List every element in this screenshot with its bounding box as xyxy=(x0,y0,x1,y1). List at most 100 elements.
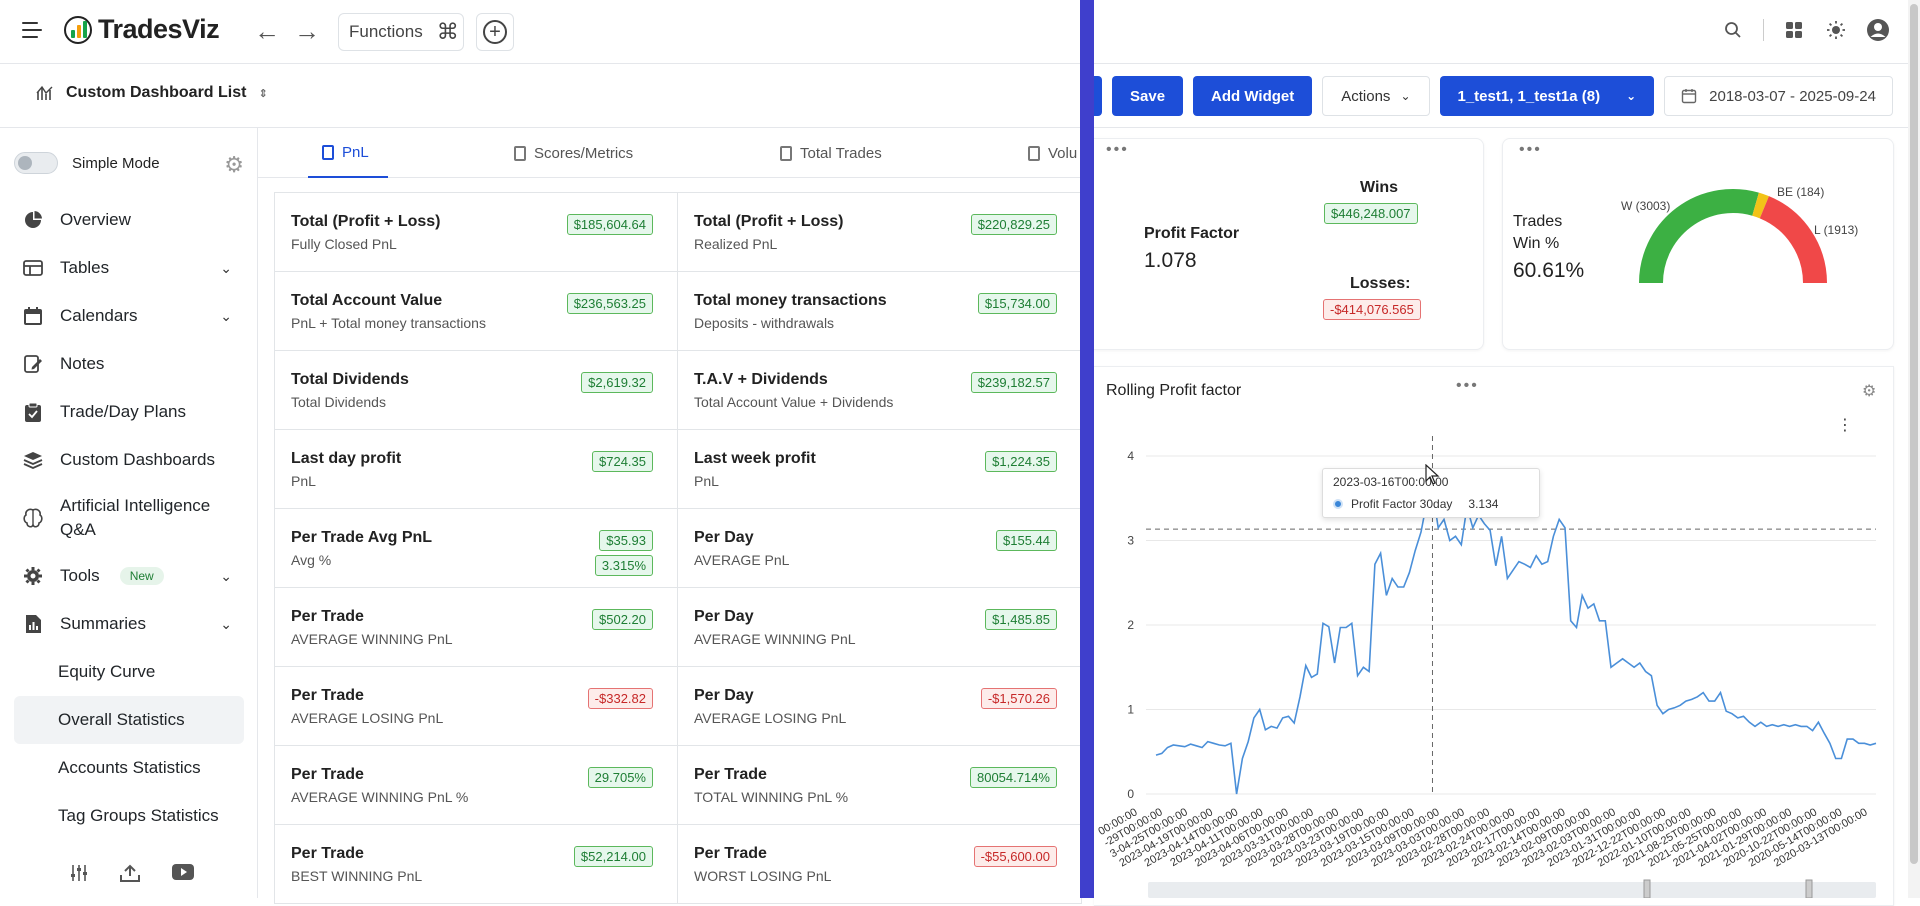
add-button[interactable]: + xyxy=(476,13,514,51)
stat-card: Per Trade AVERAGE LOSING PnL -$332.82 xyxy=(274,667,678,745)
sidebar-subitem-tag-groups-statistics[interactable]: Tag Groups Statistics xyxy=(58,806,219,825)
report-icon xyxy=(22,613,44,635)
widget-menu-icon[interactable]: ••• xyxy=(1456,377,1479,394)
stat-subtitle: PnL + Total money transactions xyxy=(291,315,486,331)
sidebar-item-notes[interactable]: Notes xyxy=(0,340,258,388)
apps-grid-icon[interactable] xyxy=(1782,18,1806,42)
sidebar-subitem-equity-curve[interactable]: Equity Curve xyxy=(58,662,156,681)
layers-icon xyxy=(22,449,44,471)
stat-title: Total Account Value xyxy=(291,292,443,309)
top-bar: TradesViz ← → Functions ⌘ + xyxy=(0,0,1920,64)
stat-title: Per Day xyxy=(694,687,754,704)
hamburger-menu-icon[interactable] xyxy=(22,22,42,40)
forward-arrow-icon[interactable]: → xyxy=(294,16,320,46)
stat-card: Total (Profit + Loss) Realized PnL $220,82… xyxy=(678,193,1082,271)
split-divider[interactable] xyxy=(1080,0,1094,898)
tooltip-date: 2023-03-16T00:00:00 xyxy=(1333,475,1449,489)
sidebar-item-trade-day-plans[interactable]: Trade/Day Plans xyxy=(0,388,258,436)
stats-grid: Total (Profit + Loss) Fully Closed PnL $18… xyxy=(274,192,1082,904)
stat-subtitle: AVERAGE WINNING PnL xyxy=(291,631,453,647)
sort-caret-icon: ⇕ xyxy=(258,87,268,100)
gear-icon[interactable]: ⚙ xyxy=(224,152,244,177)
gear-icon[interactable]: ⚙ xyxy=(1862,383,1877,400)
stat-subtitle: Fully Closed PnL xyxy=(291,236,397,252)
user-avatar-icon[interactable] xyxy=(1866,18,1890,42)
save-button[interactable]: Save xyxy=(1112,76,1184,116)
stat-subtitle: BEST WINNING PnL xyxy=(291,868,423,884)
actions-label: Actions xyxy=(1341,87,1391,105)
dashboard-title: Custom Dashboard List xyxy=(66,84,247,101)
account-select[interactable]: 1_test1, 1_test1a (8) ⌄ xyxy=(1439,76,1655,116)
account-select-label: 1_test1, 1_test1a (8) xyxy=(1457,87,1601,105)
profit-factor-widget: ••• Profit Factor 1.078 Wins $446,248.00… xyxy=(1094,138,1484,350)
stat-title: Per Trade xyxy=(291,845,364,862)
y-tick-label: 3 xyxy=(1127,534,1134,548)
stat-subtitle: PnL xyxy=(694,473,719,489)
simple-mode-label: Simple Mode xyxy=(72,154,160,172)
stat-card: Per Trade TOTAL WINNING PnL % 80054.714% xyxy=(678,746,1082,824)
chevron-down-icon: ⌄ xyxy=(220,615,232,632)
sidebar-item-ai-qa[interactable]: Artificial Intelligence Q&A xyxy=(0,484,258,552)
stat-value-badge: $1,485.85 xyxy=(985,609,1057,630)
stat-value-badge: $1,224.35 xyxy=(985,451,1057,472)
chart-menu-icon[interactable]: ⋮ xyxy=(1837,417,1853,434)
stat-title: Per Trade xyxy=(291,766,364,783)
stat-card: Total money transactions Deposits - withd… xyxy=(678,272,1082,350)
functions-button[interactable]: Functions ⌘ xyxy=(338,13,464,51)
stat-title: T.A.V + Dividends xyxy=(694,371,828,388)
sidebar-item-tools[interactable]: Tools New ⌄ xyxy=(0,552,258,600)
dashboard-selector[interactable]: Custom Dashboard List ⇕ xyxy=(36,84,268,102)
stat-value-badge: -$55,600.00 xyxy=(973,846,1057,867)
functions-label: Functions xyxy=(349,22,423,41)
gauge-loss-label: L (1913) xyxy=(1814,223,1859,237)
theme-sun-icon[interactable] xyxy=(1824,18,1848,42)
win-loss-gauge xyxy=(1639,189,1827,284)
tab-volume[interactable]: Volu xyxy=(1028,128,1077,178)
app-logo[interactable]: TradesViz xyxy=(64,14,220,45)
document-icon xyxy=(514,145,526,161)
stat-title: Total money transactions xyxy=(694,292,887,309)
search-icon[interactable] xyxy=(1721,18,1745,42)
new-badge: New xyxy=(119,567,164,585)
stat-title: Per Trade Avg PnL xyxy=(291,529,433,546)
stat-value-badge: $185,604.64 xyxy=(566,214,653,235)
back-arrow-icon[interactable]: ← xyxy=(254,16,280,46)
y-tick-label: 0 xyxy=(1127,787,1134,801)
notes-icon xyxy=(22,353,44,375)
sidebar-item-custom-dashboards[interactable]: Custom Dashboards xyxy=(0,436,258,484)
sidebar-item-overview[interactable]: Overview xyxy=(0,196,258,244)
sidebar-item-summaries[interactable]: Summaries ⌄ xyxy=(0,600,258,648)
sidebar-item-tables[interactable]: Tables ⌄ xyxy=(0,244,258,292)
sliders-icon[interactable] xyxy=(70,864,88,887)
stat-title: Last day profit xyxy=(291,450,402,467)
stat-subtitle: TOTAL WINNING PnL % xyxy=(694,789,849,805)
widget-menu-icon[interactable]: ••• xyxy=(1519,141,1542,158)
stat-value-badge: 80054.714% xyxy=(969,767,1057,788)
stat-title: Per Day xyxy=(694,608,754,625)
sidebar-item-calendars[interactable]: Calendars ⌄ xyxy=(0,292,258,340)
scrollbar-thumb[interactable] xyxy=(1910,4,1918,864)
tab-pnl[interactable]: PnL xyxy=(308,128,388,178)
stat-subtitle: PnL xyxy=(291,473,316,489)
tab-total-trades[interactable]: Total Trades xyxy=(780,128,882,178)
sidebar-item-label: Artificial Intelligence Q&A xyxy=(60,496,211,539)
youtube-icon[interactable] xyxy=(172,864,194,887)
page-scrollbar[interactable] xyxy=(1908,0,1920,898)
simple-mode-toggle[interactable] xyxy=(14,152,58,174)
sidebar-subitem-accounts-statistics[interactable]: Accounts Statistics xyxy=(58,758,201,777)
sidebar-item-label: Tools xyxy=(60,566,100,585)
upload-icon[interactable] xyxy=(120,864,140,887)
stat-row: Per Trade AVERAGE LOSING PnL -$332.82 Per D… xyxy=(274,666,1082,745)
sidebar-item-label: Tables xyxy=(60,258,110,277)
add-widget-button[interactable]: Add Widget xyxy=(1193,76,1313,116)
date-range-picker[interactable]: 2018-03-07 - 2025-09-24 xyxy=(1664,76,1893,116)
trades-label: Trades xyxy=(1513,213,1563,230)
series-marker-icon xyxy=(1333,499,1343,509)
actions-dropdown[interactable]: Actions ⌄ xyxy=(1322,76,1430,116)
sidebar-subitem-overall-statistics[interactable]: Overall Statistics xyxy=(14,696,244,744)
gear-icon xyxy=(22,565,44,587)
widget-menu-icon[interactable]: ••• xyxy=(1106,141,1129,158)
chevron-down-icon: ⌄ xyxy=(1400,89,1411,103)
command-key-icon: ⌘ xyxy=(436,19,459,44)
tab-scores-metrics[interactable]: Scores/Metrics xyxy=(514,128,633,178)
